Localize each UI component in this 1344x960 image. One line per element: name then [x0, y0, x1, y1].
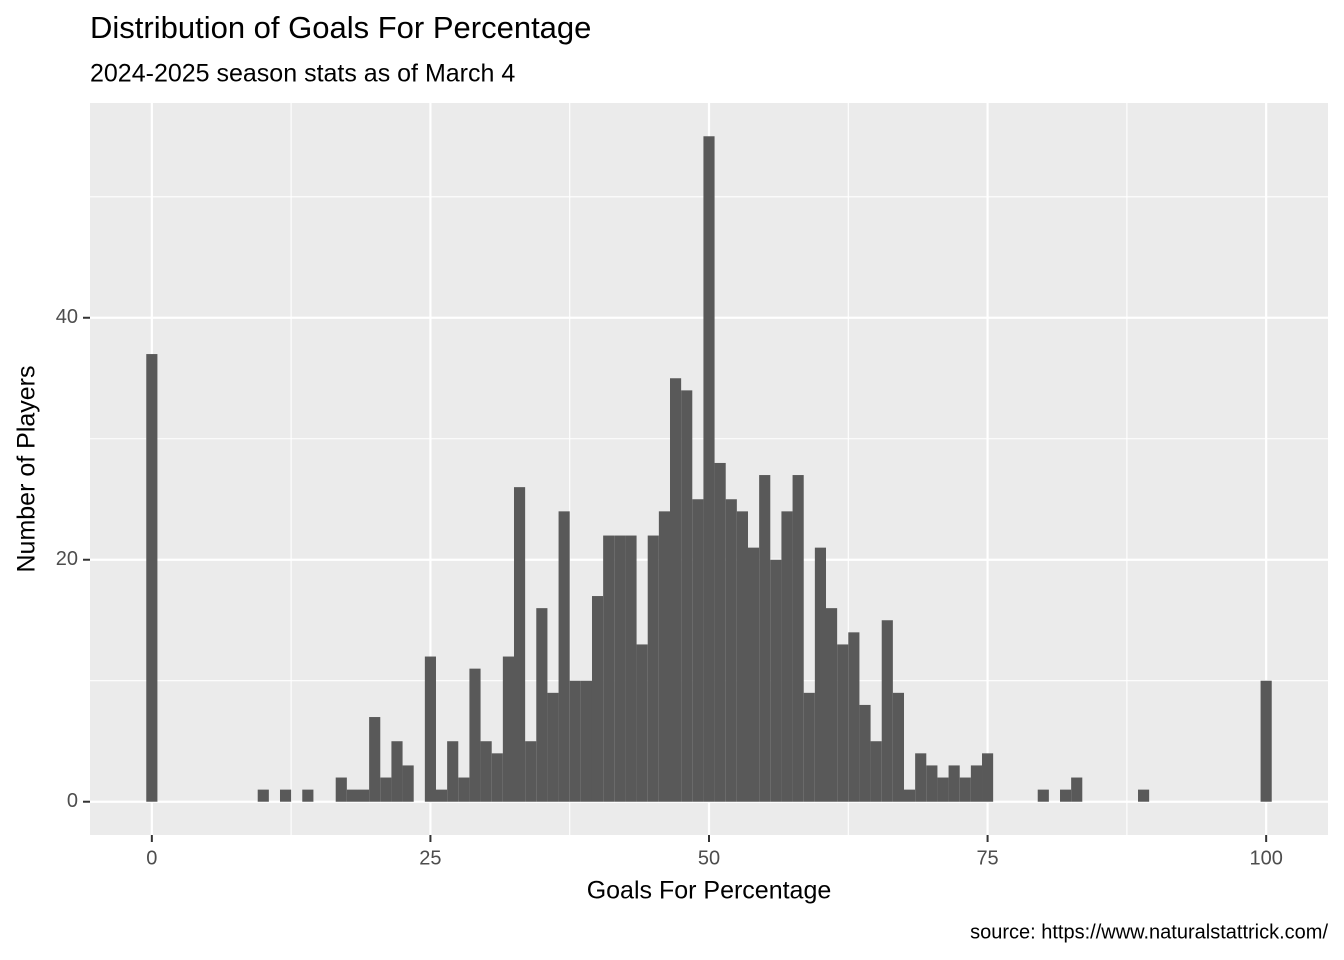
bar — [536, 608, 548, 802]
bar — [848, 632, 860, 802]
bar — [692, 499, 704, 802]
x-tick-label: 100 — [1249, 847, 1282, 869]
bar — [302, 789, 314, 802]
y-tick-label: 40 — [56, 306, 78, 328]
bar — [859, 704, 871, 802]
bar — [736, 511, 749, 802]
bar — [469, 668, 481, 802]
bar — [781, 511, 793, 802]
bar — [759, 475, 771, 802]
bar — [580, 680, 592, 802]
bar — [257, 789, 269, 802]
bar — [669, 378, 682, 802]
bar — [647, 535, 659, 802]
bar — [558, 511, 570, 802]
bar — [480, 741, 492, 802]
bar — [279, 789, 292, 802]
bar — [1060, 789, 1072, 802]
bar — [926, 765, 938, 802]
bar — [870, 741, 882, 802]
bar — [1260, 680, 1272, 802]
bar — [748, 547, 760, 802]
bar — [335, 777, 347, 802]
bar — [826, 608, 838, 802]
bar — [714, 462, 726, 802]
bar — [458, 777, 470, 802]
bar — [1037, 789, 1049, 802]
caption: source: https://www.naturalstattrick.com… — [970, 921, 1328, 943]
bar — [502, 656, 514, 802]
bar — [402, 765, 414, 802]
y-tick-label: 0 — [67, 790, 78, 812]
x-tick-label: 75 — [976, 847, 998, 869]
x-tick-label: 25 — [419, 847, 441, 869]
bar — [547, 692, 559, 802]
bar — [904, 789, 916, 802]
bar — [915, 753, 927, 802]
bar — [948, 765, 960, 802]
bar — [982, 753, 994, 802]
chart-title: Distribution of Goals For Percentage — [90, 10, 591, 45]
bar — [525, 741, 537, 802]
x-axis-label: Goals For Percentage — [587, 877, 832, 905]
bar — [937, 777, 949, 802]
bar — [814, 547, 827, 802]
bar — [681, 390, 693, 802]
bar — [881, 620, 893, 802]
bar — [591, 596, 604, 802]
bar — [703, 136, 715, 802]
bar — [625, 535, 637, 802]
bar — [569, 680, 581, 802]
bar — [803, 692, 815, 802]
bar — [380, 777, 392, 802]
y-tick-label: 20 — [56, 548, 78, 570]
bar — [970, 765, 983, 802]
bar — [1071, 777, 1083, 802]
x-tick-label: 0 — [146, 847, 157, 869]
bar — [725, 499, 737, 802]
bar — [837, 644, 849, 802]
bar — [357, 789, 370, 802]
bar — [658, 511, 670, 802]
bar — [770, 559, 782, 802]
bar — [435, 789, 448, 802]
chart-subtitle: 2024-2025 season stats as of March 4 — [90, 60, 515, 88]
bar — [513, 487, 526, 802]
bar — [424, 656, 436, 802]
bar — [792, 475, 804, 802]
y-axis-label: Number of Players — [13, 365, 41, 572]
bar — [491, 753, 503, 802]
bar — [146, 354, 158, 802]
bar — [959, 777, 971, 802]
bar — [614, 535, 626, 802]
bar — [369, 717, 381, 802]
bar — [346, 789, 358, 802]
bar — [1138, 789, 1150, 802]
bar — [636, 644, 648, 802]
bar — [603, 535, 615, 802]
x-tick-label: 50 — [698, 847, 720, 869]
bar — [892, 692, 905, 802]
bar — [391, 741, 403, 802]
bar — [447, 741, 459, 802]
